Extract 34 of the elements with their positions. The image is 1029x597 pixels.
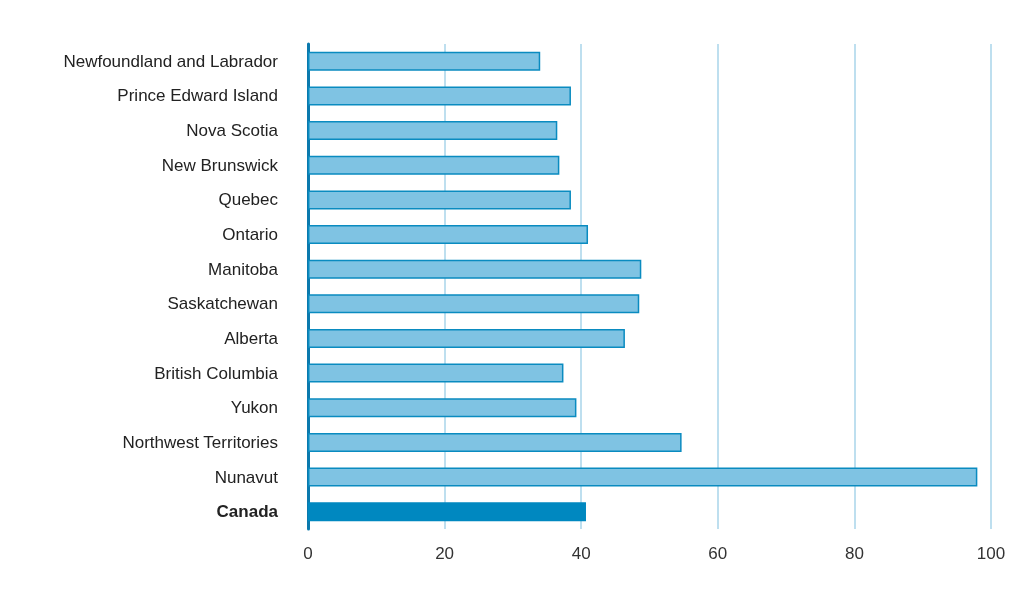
- bar: [308, 398, 577, 418]
- y-tick-label: Prince Edward Island: [117, 86, 278, 106]
- bar: [308, 328, 625, 348]
- y-tick-label: Ontario: [222, 225, 278, 245]
- bar: [308, 467, 978, 487]
- bar: [308, 432, 682, 452]
- y-tick-label: Northwest Territories: [122, 432, 278, 452]
- y-tick-label: Canada: [216, 502, 279, 522]
- x-tick-label: 20: [435, 544, 455, 563]
- bar: [308, 294, 640, 314]
- bar: [308, 155, 560, 175]
- y-tick-label: Alberta: [224, 328, 279, 348]
- x-tick-label: 80: [844, 544, 864, 563]
- y-tick-label: Nova Scotia: [186, 121, 279, 141]
- bar: [308, 86, 571, 106]
- y-tick-label: British Columbia: [154, 363, 279, 383]
- y-tick-label: Nunavut: [214, 467, 279, 487]
- bar: [308, 121, 558, 141]
- x-tick-label: 0: [303, 544, 313, 563]
- y-tick-label: Newfoundland and Labrador: [63, 51, 279, 71]
- x-tick-label: 40: [571, 544, 591, 563]
- y-tick-label: Yukon: [230, 398, 278, 418]
- y-tick-label: Saskatchewan: [167, 294, 278, 314]
- bar: [308, 190, 571, 210]
- bar: [308, 259, 642, 279]
- y-tick-label: New Brunswick: [161, 155, 279, 175]
- x-tick-label: 100: [976, 544, 1006, 563]
- y-tick-label: Quebec: [218, 190, 279, 210]
- bar: [308, 363, 564, 383]
- bar: [308, 225, 589, 245]
- x-tick-label: 60: [708, 544, 728, 563]
- bar: [308, 502, 586, 522]
- bar: [308, 51, 541, 71]
- y-tick-label: Manitoba: [208, 259, 279, 279]
